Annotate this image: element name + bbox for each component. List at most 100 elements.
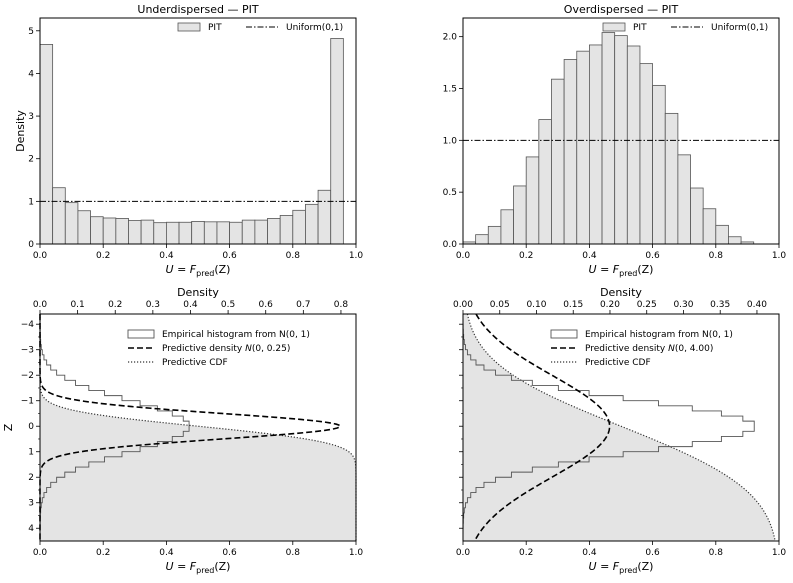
pit-0-bar: [153, 222, 167, 245]
density-0-legend-hist-swatch: [127, 329, 155, 339]
pit-1-bar: [589, 44, 603, 245]
pit-0-x-axis-label: U = Fpred(Z): [166, 263, 231, 278]
pit-0-x-tick-label: 0.8: [286, 251, 301, 261]
density-0-y-tick-label: −1: [21, 397, 34, 407]
pit-underdispersed-panel: Underdispersed — PIT 0.0 0.2 0.4 0.6 0.8 1.0 0 1…: [14, 3, 363, 278]
density-1-top-tick-label: 0.00: [453, 300, 473, 310]
density-0-legend-label: Predictive CDF: [162, 358, 228, 368]
pit-1-legend-pit-label: PIT: [633, 23, 647, 33]
density-1-x-tick-label: 1.0: [772, 548, 787, 558]
pit-0-bar: [64, 202, 79, 245]
pit-1-bar: [513, 185, 527, 245]
density-0-top-tick-label: 0.8: [334, 300, 349, 310]
density-1-top-tick-label: 0.40: [747, 300, 767, 310]
pit-0-bar: [330, 38, 344, 245]
pit-0-bar: [191, 220, 205, 245]
density-1-top-tick-label: 0.20: [600, 300, 620, 310]
pit-0-bar: [216, 221, 231, 245]
pit-1-bar: [601, 32, 616, 245]
pit-0-x-tick-label: 0.6: [222, 251, 237, 261]
density-0-legend-label: Empirical histogram from N(0, 1): [162, 330, 310, 340]
pit-0-bar: [102, 217, 117, 245]
pit-1-legend-pit-swatch: [602, 22, 626, 32]
pit-0-y-axis-label: Density: [14, 110, 27, 152]
pit-0-bar: [178, 221, 193, 245]
pit-1-bar: [487, 225, 502, 245]
pit-0-bar: [140, 219, 155, 245]
pit-0-x-tick-label: 0.4: [159, 251, 174, 261]
pit-0-bar: [305, 203, 319, 245]
density-1-top-tick-label: 0.05: [490, 300, 510, 310]
density-0-top-axis-label: Density: [177, 286, 219, 299]
pit-0-bar: [254, 219, 268, 245]
pit-1-title: Overdispersed — PIT: [564, 3, 679, 16]
density-1-x-tick-label: 0.0: [456, 548, 471, 558]
pit-0-x-tick-label: 0.2: [96, 251, 110, 261]
pit-0-x-tick-label: 1.0: [349, 251, 364, 261]
pit-1-bar: [614, 35, 628, 245]
density-0-y-axis-label: Z: [2, 423, 15, 431]
pit-0-legend-uniform-label: Uniform(0,1): [286, 23, 343, 33]
pit-1-bar: [500, 209, 514, 245]
density-0-y-tick-label: −3: [21, 346, 34, 356]
pit-1-x-tick-label: 1.0: [772, 251, 787, 261]
pit-1-bar: [525, 156, 540, 245]
density-1-top-tick-label: 0.10: [526, 300, 546, 310]
density-1-x-axis-label: U = Fpred(Z): [589, 560, 654, 575]
pit-0-legend-pit-swatch: [177, 22, 201, 32]
pit-1-x-tick-label: 0.6: [645, 251, 660, 261]
density-1-axes-frame: [462, 313, 780, 542]
density-1-top-tick-label: 0.35: [710, 300, 730, 310]
pit-0-bar: [165, 221, 180, 245]
pit-0-bar: [128, 220, 142, 245]
density-0-top-tick-label: 0.0: [33, 300, 48, 310]
pit-0-y-tick-label: 5: [28, 27, 34, 37]
density-1-legend-hist-swatch: [550, 329, 578, 339]
density-0-y-tick-label: 3: [28, 499, 34, 509]
density-1-x-tick-label: 0.6: [645, 548, 660, 558]
pit-0-bar: [203, 221, 218, 245]
pit-0-title: Underdispersed — PIT: [137, 3, 258, 16]
pit-1-y-tick-label: 0.5: [443, 188, 457, 198]
density-0-top-tick-label: 0.4: [183, 300, 198, 310]
density-0-y-tick-label: 0: [28, 422, 34, 432]
pit-0-bar: [90, 216, 104, 245]
pit-0-axes-frame: [39, 17, 357, 245]
density-0-y-tick-label: 2: [28, 473, 34, 483]
density-0-y-tick-label: 1: [28, 448, 34, 458]
density-0-empirical-histogram: [39, 318, 190, 534]
density-0-top-tick-label: 0.1: [70, 300, 84, 310]
pit-0-bar: [241, 219, 256, 245]
pit-1-y-tick-label: 0.0: [443, 240, 458, 250]
pit-1-x-tick-label: 0.0: [456, 251, 471, 261]
pit-1-bar: [652, 84, 666, 245]
pit-0-bar: [267, 218, 281, 245]
pit-0-y-tick-label: 4: [28, 69, 34, 79]
density-1-legend-label: Predictive CDF: [585, 358, 651, 368]
pit-1-bar: [563, 59, 578, 245]
density-1-cdf-line: [466, 313, 776, 542]
pit-1-bar: [626, 45, 641, 245]
density-1-empirical-histogram: [462, 318, 755, 534]
density-0-x-tick-label: 1.0: [349, 548, 364, 558]
pit-0-bar: [279, 215, 294, 245]
pit-overdispersed-panel: Overdispersed — PIT 0.0 0.2 0.4 0.6 0.8 1.0 0.0…: [443, 3, 787, 278]
density-0-x-axis-label: U = Fpred(Z): [166, 560, 231, 575]
pit-0-y-tick-label: 2: [28, 155, 34, 165]
density-0-cdf-fill: [40, 314, 356, 541]
density-0-y-tick-label: −4: [21, 320, 35, 330]
density-1-predictive-density: [474, 313, 611, 541]
density-0-top-tick-label: 0.3: [146, 300, 160, 310]
density-1-legend-label: Empirical histogram from N(0, 1): [585, 330, 733, 340]
pit-1-bar: [639, 63, 654, 245]
density-1-top-tick-label: 0.30: [673, 300, 693, 310]
density-0-x-tick-label: 0.2: [96, 548, 110, 558]
pit-0-y-tick-label: 0: [28, 240, 34, 250]
pit-1-y-tick-label: 1.0: [443, 136, 458, 146]
density-0-y-tick-label: 4: [28, 524, 34, 534]
pit-1-bar: [664, 112, 679, 245]
pit-1-bar: [728, 236, 742, 245]
pit-0-bar: [77, 210, 91, 245]
pit-1-bar: [475, 234, 489, 245]
